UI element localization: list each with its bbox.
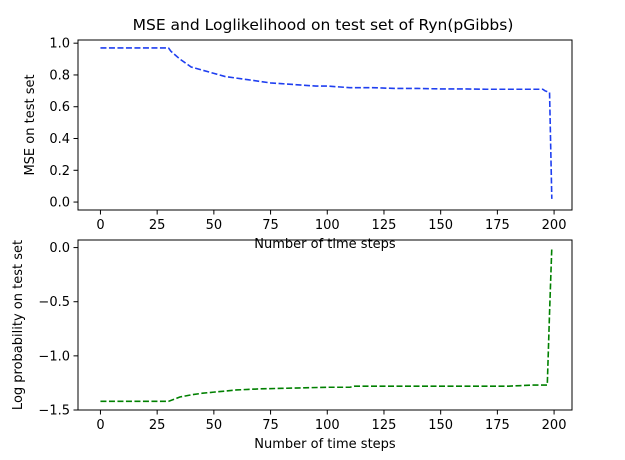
mse-y-tick-label: 0.4 xyxy=(49,132,70,147)
mse-subplot: 0 25 50 75 100 125 150 175 200 0.0 0.2 0.4 0.6 0.8 1.0… xyxy=(23,37,573,252)
loglik-x-tick-label: 100 xyxy=(315,418,340,433)
mse-series-line-0 xyxy=(100,47,553,199)
mse-x-tick-label: 25 xyxy=(149,218,166,233)
loglik-y-tick-label: 0.0 xyxy=(49,241,70,256)
mse-x-tick-label: 0 xyxy=(96,218,104,233)
loglik-y-axis-label: Log probability on test set xyxy=(11,240,26,410)
mse-y-tick-label: 0.8 xyxy=(49,68,70,83)
loglik-plot-frame xyxy=(77,239,573,411)
mse-y-tick-label: 1.0 xyxy=(49,37,70,52)
loglik-y-tick-label: −1.5 xyxy=(38,404,70,419)
mse-x-tick-label: 125 xyxy=(372,218,397,233)
loglik-x-tick-label: 50 xyxy=(206,418,223,433)
loglik-x-tick-label: 25 xyxy=(149,418,166,433)
mse-x-tick-label: 50 xyxy=(206,218,223,233)
mse-y-tick-label: 0.6 xyxy=(49,100,70,115)
loglik-x-axis-label: Number of time steps xyxy=(254,437,396,452)
mse-y-tick-label: 0.0 xyxy=(49,196,70,211)
loglik-y-tick-label: −1.0 xyxy=(38,349,70,364)
loglik-series-line-0 xyxy=(100,247,553,403)
loglik-x-tick-label: 175 xyxy=(485,418,510,433)
loglik-x-tick-label: 0 xyxy=(96,418,104,433)
mse-x-tick-label: 150 xyxy=(428,218,453,233)
mse-x-tick-label: 200 xyxy=(542,218,567,233)
mse-x-tick-label: 175 xyxy=(485,218,510,233)
mse-plot-frame xyxy=(77,39,573,211)
loglik-x-tick-label: 125 xyxy=(372,418,397,433)
loglik-subplot: 0 25 50 75 100 125 150 175 200 −1.5 −1.0 −0.5 0.0 Num… xyxy=(11,239,573,452)
loglik-x-tick-label: 75 xyxy=(262,418,279,433)
loglik-x-tick-label: 150 xyxy=(428,418,453,433)
loglik-x-tick-label: 200 xyxy=(542,418,567,433)
mse-x-tick-label: 75 xyxy=(262,218,279,233)
mse-y-tick-label: 0.2 xyxy=(49,164,70,179)
mse-y-axis-label: MSE on test set xyxy=(23,74,38,175)
mse-x-axis-label: Number of time steps xyxy=(254,237,396,252)
loglik-y-tick-label: −0.5 xyxy=(38,295,70,310)
figure-title: MSE and Loglikelihood on test set of Ryn… xyxy=(133,16,514,34)
mse-x-tick-label: 100 xyxy=(315,218,340,233)
